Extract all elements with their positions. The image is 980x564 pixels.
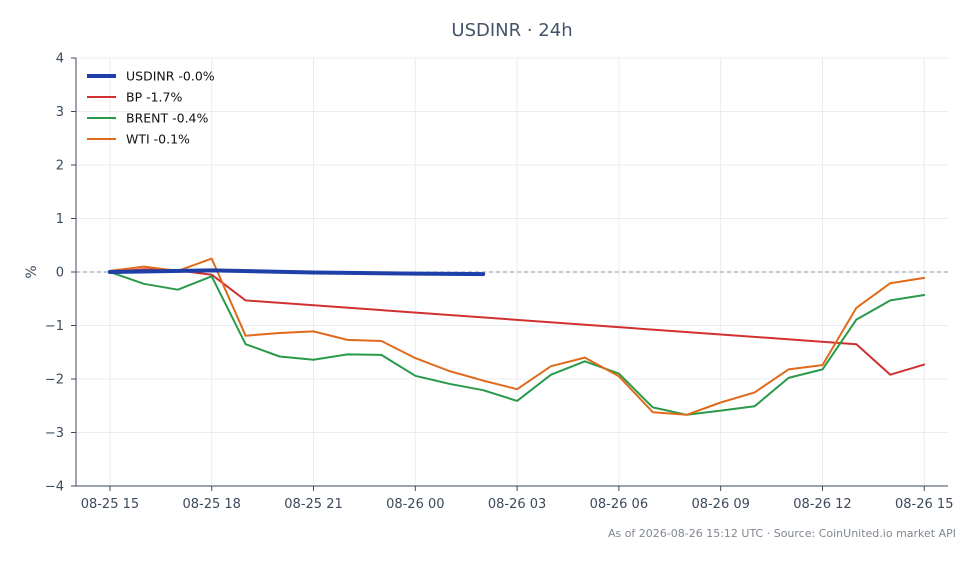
source-footnote: As of 2026-08-26 15:12 UTC · Source: Coi… — [607, 527, 956, 540]
series-line-1 — [107, 268, 486, 277]
series-lines — [107, 257, 926, 416]
legend-entry: WTI -0.1% — [126, 132, 190, 147]
x-tick-label: 08-26 03 — [488, 497, 546, 512]
x-tick-labels: 08-25 15 08-25 18 08-25 21 08-26 00 08-26 03… — [81, 486, 953, 512]
x-tick-label: 08-25 18 — [182, 497, 240, 512]
series-line-3 — [108, 271, 926, 416]
x-tick-label: 08-26 00 — [386, 497, 444, 512]
x-tick-label: 08-26 12 — [793, 497, 851, 512]
series-line-4 — [108, 257, 926, 416]
y-tick-label: −3 — [45, 426, 64, 441]
legend: USDINR -0.0% BP -1.7% BRENT -0.4% WTI -0.1% — [87, 69, 215, 147]
y-axis-label: % — [24, 265, 40, 278]
x-tick-label: 08-26 06 — [590, 497, 648, 512]
y-tick-label: −1 — [45, 319, 64, 334]
legend-entry: USDINR -0.0% — [126, 69, 215, 84]
y-tick-labels: −4 −3 −2 −1 0 1 2 3 4 — [45, 52, 76, 495]
x-tick-label: 08-25 21 — [284, 497, 342, 512]
x-tick-label: 08-26 15 — [895, 497, 953, 512]
y-tick-label: 4 — [56, 52, 64, 67]
chart-title: USDINR · 24h — [451, 20, 573, 41]
y-tick-label: 0 — [56, 266, 64, 281]
y-tick-label: −4 — [45, 480, 64, 495]
legend-entry: BP -1.7% — [126, 90, 182, 105]
y-tick-label: 3 — [56, 105, 64, 120]
y-tick-label: 1 — [56, 212, 64, 227]
legend-entry: BRENT -0.4% — [126, 111, 209, 126]
y-tick-label: 2 — [56, 159, 64, 174]
x-tick-label: 08-26 09 — [691, 497, 749, 512]
y-tick-label: −2 — [45, 373, 64, 388]
x-tick-label: 08-25 15 — [81, 497, 139, 512]
